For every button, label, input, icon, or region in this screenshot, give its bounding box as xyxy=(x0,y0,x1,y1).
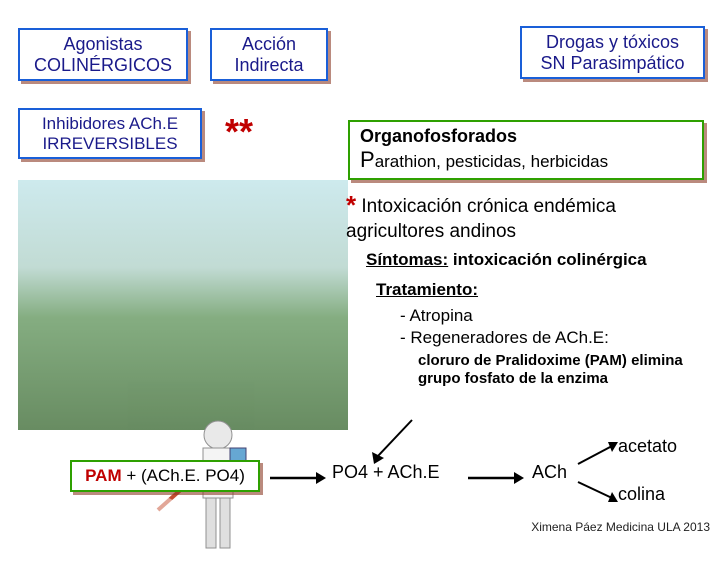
trat-item-1: - Atropina xyxy=(400,306,473,326)
box-line2: Indirecta xyxy=(220,55,318,76)
box-line1: Agonistas xyxy=(28,34,178,55)
intoxicacion-bullet: * Intoxicación crónica endémica agricult… xyxy=(346,190,706,244)
box-drogas: Drogas y tóxicos SN Parasimpático xyxy=(520,26,705,79)
box-inhibidores: Inhibidores ACh.E IRREVERSIBLES xyxy=(18,108,202,159)
trat-detail: cloruro de Pralidoxime (PAM) elimina gru… xyxy=(418,352,698,388)
arrow-up-icon xyxy=(574,440,624,468)
arrow-icon xyxy=(268,468,328,488)
arrow-down-icon xyxy=(574,478,624,504)
intox-text: Intoxicación crónica endémica agricultor… xyxy=(346,196,616,242)
tratamiento-label-text: Tratamiento: xyxy=(376,280,478,299)
red-stars: ** xyxy=(225,110,253,153)
footer-credit: Ximena Páez Medicina ULA 2013 xyxy=(531,520,710,534)
box-line1: Drogas y tóxicos xyxy=(530,32,695,53)
arrow-diag-icon xyxy=(370,416,420,466)
box-line2: arathion, pesticidas, herbicidas xyxy=(375,152,608,171)
box-pam: PAM + (ACh.E. PO4) xyxy=(70,460,260,492)
box-line1: Inhibidores ACh.E xyxy=(28,114,192,134)
box-line1: Organofosforados xyxy=(360,126,694,147)
box-line2: IRREVERSIBLES xyxy=(28,134,192,154)
product-bottom: colina xyxy=(618,484,665,506)
product-top: acetato xyxy=(618,436,677,458)
box-agonistas: Agonistas COLINÉRGICOS xyxy=(18,28,188,81)
background-photo xyxy=(18,180,348,430)
trat-item-2: - Regeneradores de ACh.E: xyxy=(400,328,609,348)
sintomas-label: Síntomas: xyxy=(366,250,448,269)
box-organofosforados: Organofosforados Parathion, pesticidas, … xyxy=(348,120,704,180)
arrow-icon xyxy=(466,468,526,488)
box-line2: COLINÉRGICOS xyxy=(28,55,178,76)
box-accion: Acción Indirecta xyxy=(210,28,328,81)
reaction-right: ACh xyxy=(532,462,567,484)
sintomas-text: intoxicación colinérgica xyxy=(453,250,647,269)
box-line1: Acción xyxy=(220,34,318,55)
farmer-sprayer-icon xyxy=(148,410,328,580)
red-star-icon: * xyxy=(346,190,356,220)
tratamiento-label: Tratamiento: xyxy=(376,280,478,300)
box-line2: SN Parasimpático xyxy=(530,53,695,74)
sintomas-line: Síntomas: intoxicación colinérgica xyxy=(366,250,716,270)
